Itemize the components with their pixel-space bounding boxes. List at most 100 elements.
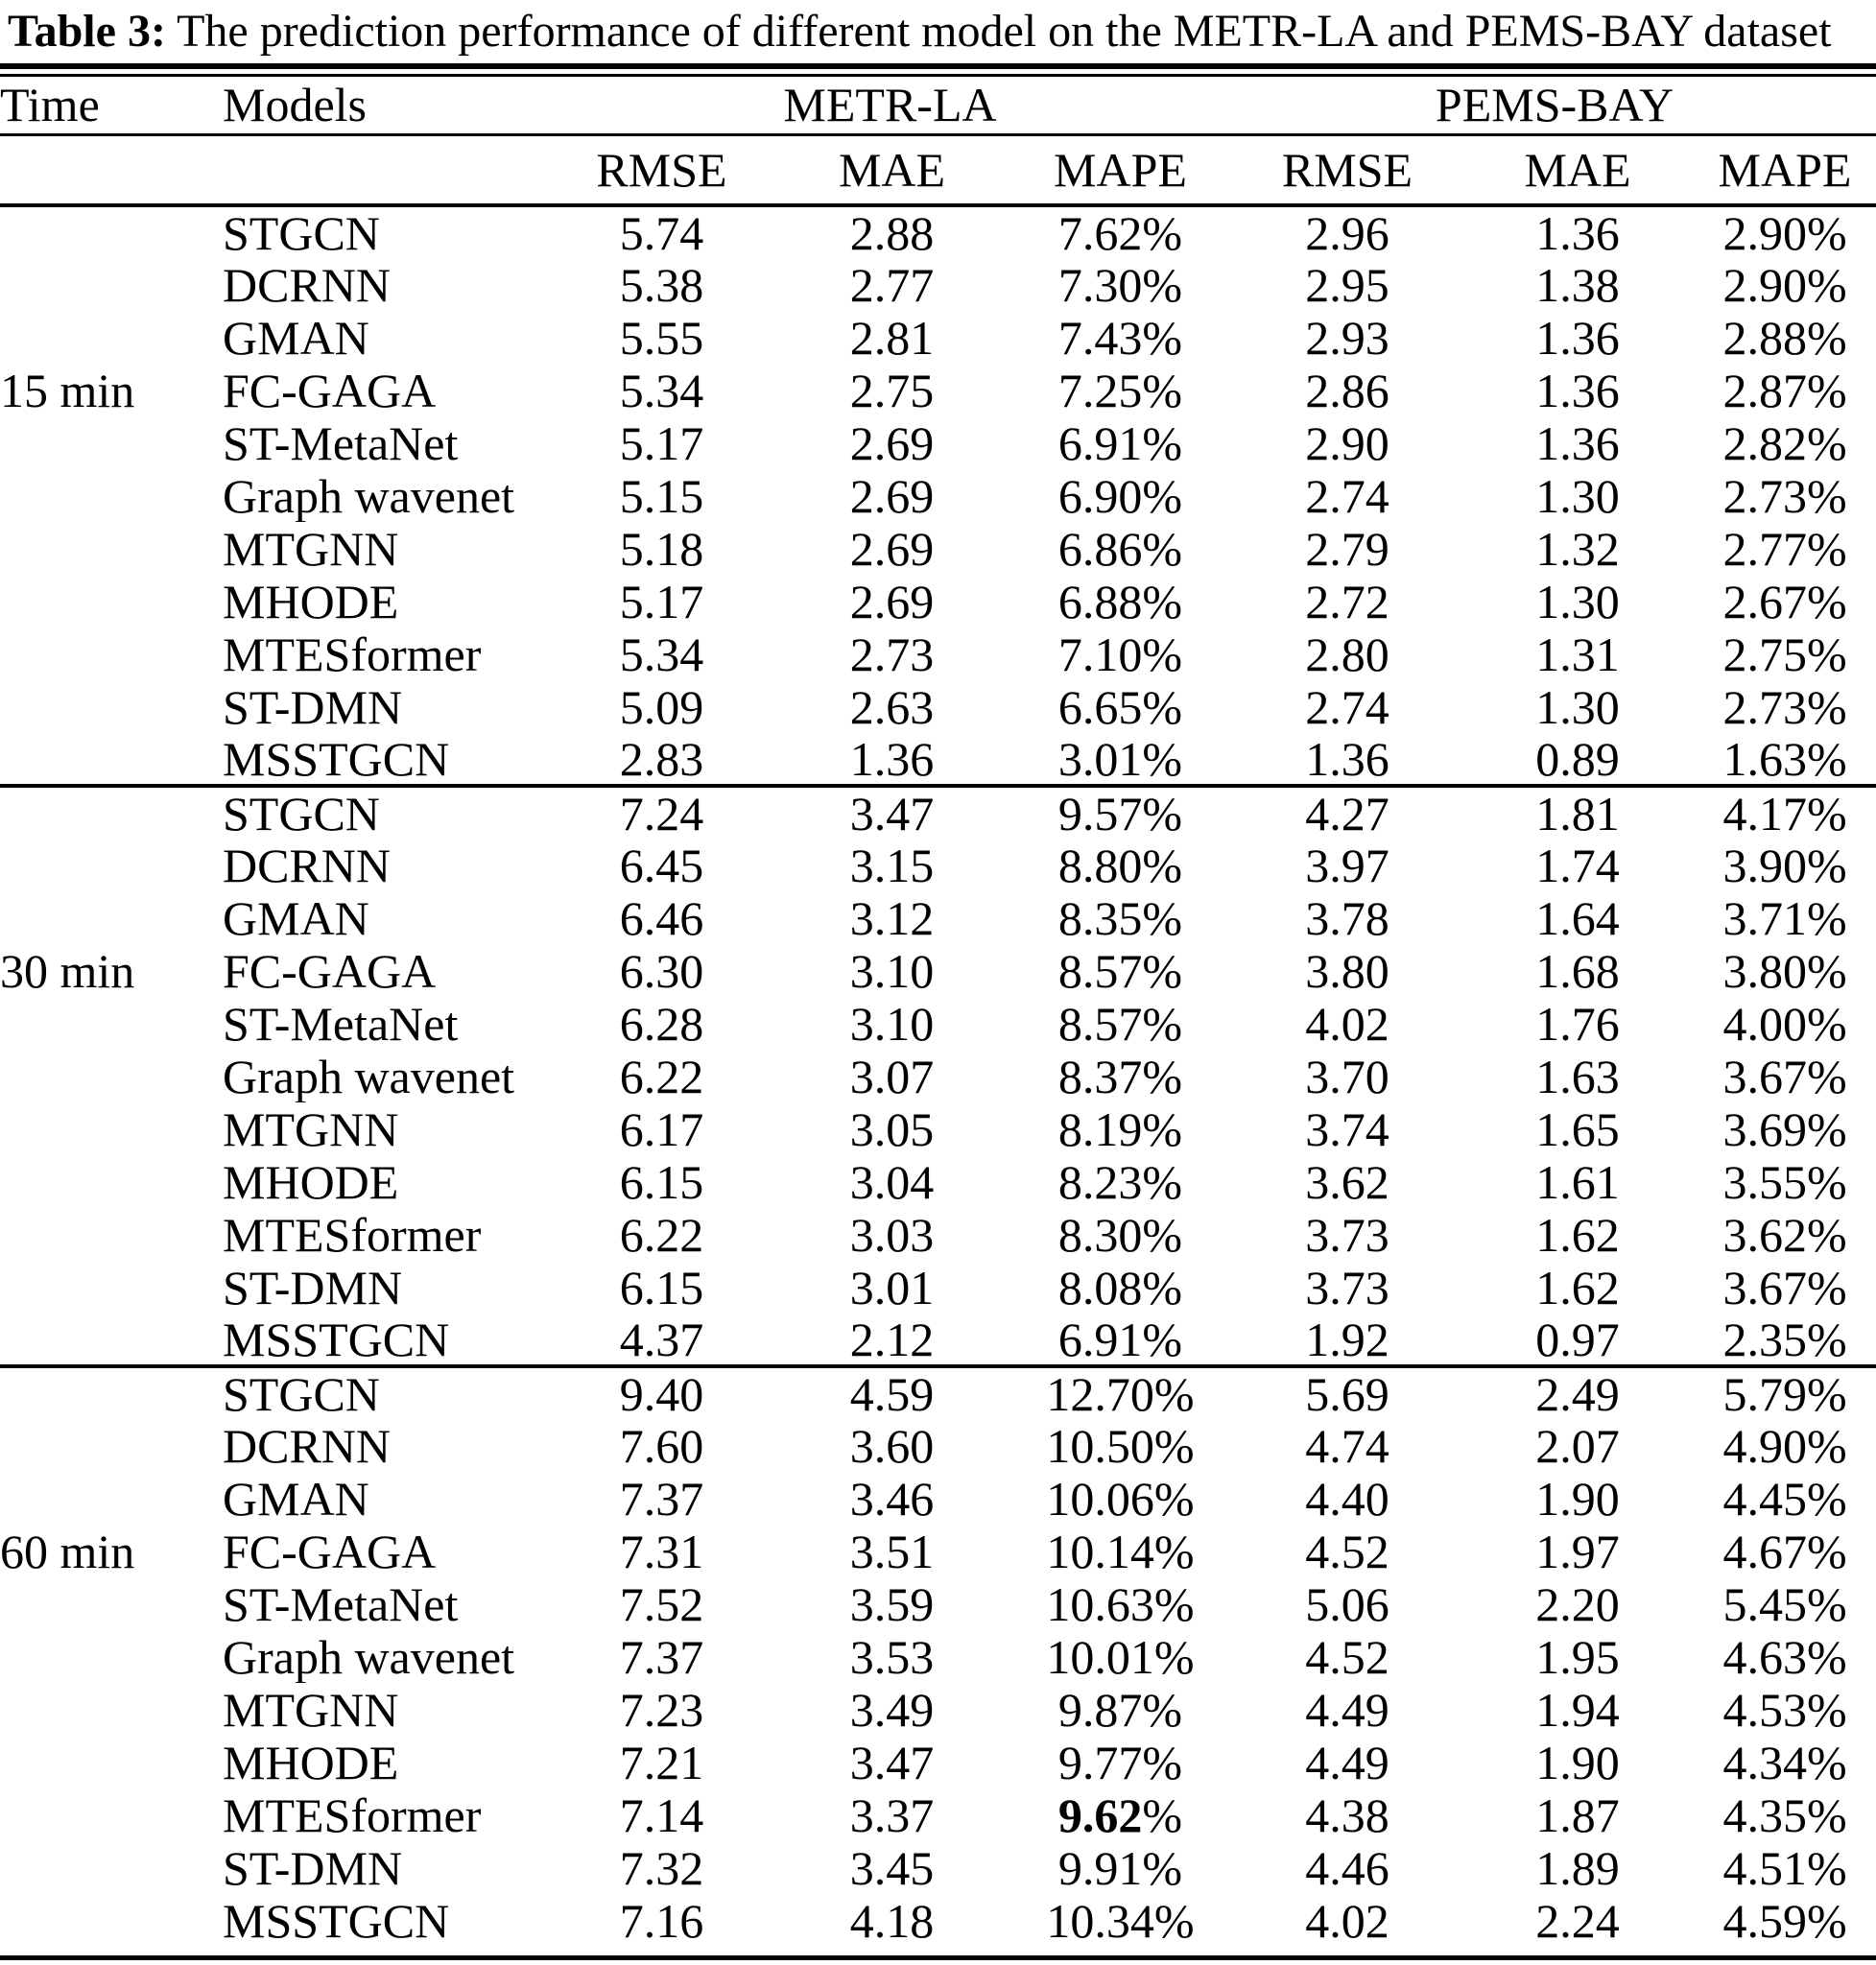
value-cell: 6.17: [619, 1102, 704, 1155]
value-cell: 10.01%: [1046, 1630, 1195, 1683]
value-cell: 3.73: [1305, 1261, 1389, 1314]
header-row-datasets: Time Models METR-LA PEMS-BAY: [0, 77, 1876, 136]
value-cell: 5.55: [619, 311, 704, 364]
value-cell: 4.46: [1305, 1841, 1389, 1894]
time-cell: [0, 1630, 223, 1683]
value-cell: 3.59: [849, 1577, 935, 1630]
time-cell: [0, 469, 223, 522]
time-cell: [0, 839, 223, 891]
value-cell: 1.97: [1535, 1525, 1620, 1577]
value-cell: 6.86%: [1057, 522, 1183, 575]
value-cell: 5.06: [1305, 1577, 1389, 1630]
value-cell: 2.07: [1535, 1419, 1620, 1472]
value-cell: 1.62: [1535, 1208, 1620, 1261]
table-row: MTGNN 6.17 3.05 8.19% 3.74 1.65 3.69%: [0, 1102, 1876, 1155]
value-cell: 4.34%: [1722, 1736, 1847, 1788]
value-cell: 4.63%: [1722, 1630, 1847, 1683]
table-row: Graph wavenet 6.22 3.07 8.37% 3.70 1.63 3.67%: [0, 1050, 1876, 1102]
value-cell: 2.93: [1305, 311, 1389, 364]
value-cell: 3.01%: [1057, 733, 1183, 786]
time-cell: [0, 1736, 223, 1788]
value-cell: 2.87%: [1722, 364, 1847, 416]
table-row: MHODE 7.21 3.47 9.77% 4.49 1.90 4.34%: [0, 1736, 1876, 1788]
value-cell: 6.90%: [1057, 469, 1183, 522]
value-cell: 3.04: [849, 1155, 935, 1208]
value-cell: 6.65%: [1057, 680, 1183, 733]
value-cell: 3.07: [849, 1050, 935, 1102]
value-cell: 7.31: [619, 1525, 704, 1577]
header-metric-rmse-metr: RMSE: [547, 134, 776, 207]
value-cell: 3.62: [1305, 1155, 1389, 1208]
value-cell: 4.40: [1305, 1472, 1389, 1525]
time-cell: [0, 311, 223, 364]
value-cell: 2.77%: [1722, 522, 1847, 575]
table-row: 30 min FC-GAGA 6.30 3.10 8.57% 3.80 1.68 3.80%: [0, 944, 1876, 997]
value-cell: 4.59%: [1722, 1894, 1847, 1947]
time-cell: [0, 1894, 223, 1947]
time-cell: [0, 522, 223, 575]
top-rule-thin: [0, 74, 1876, 77]
table-row: STGCN 9.40 4.59 12.70% 5.69 2.49 5.79%: [0, 1364, 1876, 1419]
header-dataset-metr-la: METR-LA: [547, 77, 1234, 136]
value-cell: 4.59: [776, 1364, 1008, 1419]
model-name-cell: GMAN: [223, 891, 369, 944]
model-name-cell: ST-MetaNet: [223, 1577, 459, 1630]
table-row: 15 min FC-GAGA 5.34 2.75 7.25% 2.86 1.36 2.87%: [0, 364, 1876, 416]
model-name-cell: MTGNN: [223, 522, 399, 575]
value-cell: 8.23%: [1057, 1155, 1183, 1208]
value-cell: 2.74: [1305, 469, 1389, 522]
value-cell: 6.45: [619, 839, 704, 891]
value-cell: 4.02: [1305, 1894, 1389, 1947]
value-cell: 1.61: [1535, 1155, 1620, 1208]
value-cell: 7.30%: [1057, 258, 1183, 311]
value-cell: 4.52: [1305, 1525, 1389, 1577]
header-spacer-time: [0, 134, 223, 207]
table-wrapper: Time Models METR-LA PEMS-BAY RMSE MAE MA…: [0, 77, 1876, 1947]
value-cell: 5.15: [619, 469, 704, 522]
value-cell: 8.80%: [1057, 839, 1183, 891]
model-name-cell: STGCN: [223, 1364, 547, 1419]
table-row: GMAN 6.46 3.12 8.35% 3.78 1.64 3.71%: [0, 891, 1876, 944]
value-cell: 4.53%: [1722, 1683, 1847, 1736]
value-cell: 5.17: [619, 575, 704, 627]
value-cell: 7.14: [619, 1788, 704, 1841]
value-cell: 1.36: [849, 733, 935, 786]
value-cell: 3.97: [1305, 839, 1389, 891]
value-cell: 2.73: [849, 627, 935, 680]
time-cell: [0, 784, 223, 839]
value-cell: 4.17%: [1694, 784, 1876, 839]
value-cell: 3.12: [849, 891, 935, 944]
value-cell: 1.31: [1535, 627, 1620, 680]
model-name-cell: MTESformer: [223, 627, 482, 680]
value-cell: 5.79%: [1694, 1364, 1876, 1419]
value-cell: 5.45%: [1722, 1577, 1847, 1630]
table-row: GMAN 7.37 3.46 10.06% 4.40 1.90 4.45%: [0, 1472, 1876, 1525]
value-cell: 4.52: [1305, 1630, 1389, 1683]
value-cell: 3.70: [1305, 1050, 1389, 1102]
value-cell: 1.36: [1305, 733, 1389, 786]
value-cell: 2.75%: [1722, 627, 1847, 680]
value-cell: 1.74: [1535, 839, 1620, 891]
model-name-cell: MTGNN: [223, 1102, 399, 1155]
value-cell: 7.24: [547, 784, 776, 839]
model-name-cell: ST-DMN: [223, 680, 403, 733]
header-row-metrics: RMSE MAE MAPE RMSE MAE MAPE: [0, 134, 1876, 207]
value-cell: 7.25%: [1057, 364, 1183, 416]
time-cell: [0, 733, 223, 786]
value-cell: 2.90: [1305, 416, 1389, 469]
value-cell: 9.77%: [1057, 1736, 1183, 1788]
value-cell: 6.22: [619, 1050, 704, 1102]
value-cell: 2.63: [849, 680, 935, 733]
time-cell: [0, 1788, 223, 1841]
value-cell: 12.70%: [1008, 1364, 1234, 1419]
value-cell: 1.64: [1535, 891, 1620, 944]
time-cell: 30 min: [0, 944, 135, 997]
model-name-cell: STGCN: [223, 205, 380, 258]
value-cell: 6.88%: [1057, 575, 1183, 627]
value-cell: 8.35%: [1057, 891, 1183, 944]
table-row: ST-MetaNet 7.52 3.59 10.63% 5.06 2.20 5.45%: [0, 1577, 1876, 1630]
value-cell: 3.69%: [1722, 1102, 1847, 1155]
top-rule-gap: [0, 69, 1876, 74]
value-cell: 2.96: [1305, 205, 1389, 258]
value-cell: 9.57%: [1008, 784, 1234, 839]
